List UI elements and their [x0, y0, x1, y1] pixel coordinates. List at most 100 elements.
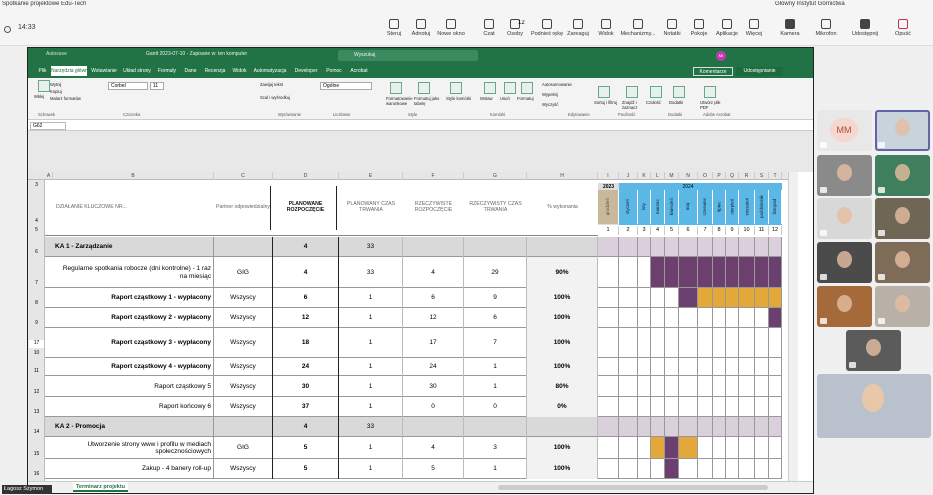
ribbon-tab[interactable]: Widok	[232, 68, 247, 74]
ribbon-button[interactable]: Kopiuj	[50, 89, 62, 94]
ribbon-icon[interactable]	[38, 80, 50, 92]
toolbar-icon[interactable]	[749, 19, 759, 29]
cell-plan-duration: 1	[339, 459, 403, 479]
cell-partner: Wszyscy	[214, 358, 273, 376]
toolbar-button[interactable]: Mikrofon	[815, 31, 837, 37]
month-number: 10	[739, 226, 755, 235]
ribbon-button[interactable]: Wyczyść	[542, 102, 559, 107]
ribbon-icon[interactable]	[450, 82, 462, 94]
toolbar-button[interactable]: Osoby	[507, 31, 523, 37]
ribbon-icon[interactable]	[521, 82, 533, 94]
toolbar-button[interactable]: Notatki	[663, 31, 681, 37]
ribbon-button[interactable]: Czułość	[646, 100, 661, 105]
toolbar-button[interactable]: Steruj	[386, 31, 402, 37]
ribbon-icon[interactable]	[673, 86, 685, 98]
toolbar-button[interactable]: Opuść	[895, 31, 911, 37]
toolbar-icon[interactable]	[510, 19, 520, 29]
ribbon-button[interactable]: Dodatki	[669, 100, 684, 105]
toolbar-icon[interactable]	[821, 19, 831, 29]
ribbon-icon[interactable]	[418, 82, 430, 94]
ribbon-tab[interactable]: Developer	[294, 68, 318, 74]
toolbar-icon[interactable]	[446, 19, 456, 29]
row-number: 11	[33, 368, 40, 374]
ribbon-button[interactable]: Wklej	[34, 94, 45, 99]
comments-button[interactable]: Komentarze	[693, 67, 733, 76]
horizontal-scrollbar[interactable]	[498, 485, 768, 490]
month-text: kwiecień	[668, 198, 674, 216]
toolbar-icon[interactable]	[416, 19, 426, 29]
toolbar-icon[interactable]	[633, 19, 643, 29]
ribbon-tab[interactable]: Narzędzia główne	[51, 66, 87, 76]
toolbar-button[interactable]: Zareaguj	[567, 31, 589, 37]
ribbon-tab[interactable]: Układ strony	[123, 68, 151, 74]
toolbar-icon[interactable]	[601, 19, 611, 29]
toolbar-icon[interactable]	[694, 19, 704, 29]
toolbar-icon[interactable]	[484, 19, 494, 29]
vertical-scrollbar[interactable]	[788, 172, 798, 481]
toolbar-button[interactable]: Pokoje	[690, 31, 708, 37]
ribbon-tab[interactable]: Dane	[184, 68, 197, 74]
ribbon-icon[interactable]	[650, 86, 662, 98]
cell-partner: Wszyscy	[214, 397, 273, 417]
ribbon-tab[interactable]: Pomoc	[326, 68, 342, 74]
ribbon-button[interactable]: Malarz formatów	[50, 96, 81, 101]
search-box[interactable]: Wyszukaj	[338, 50, 478, 61]
toolbar-icon[interactable]	[722, 19, 732, 29]
toolbar-icon[interactable]	[573, 19, 583, 29]
gantt-cell	[651, 376, 665, 397]
toolbar-icon[interactable]	[898, 19, 908, 29]
month-text: marzec	[654, 199, 660, 215]
gantt-cell	[679, 328, 698, 358]
ribbon-button[interactable]: Formatowanie warunkowe	[386, 96, 413, 106]
row-number: 9	[35, 320, 38, 326]
sheet: A B C D E F G H I J K L M N O P Q R S T 3 4 5 DZIAŁANIE KLUCZOW…	[28, 172, 788, 481]
gantt-cell	[679, 237, 698, 257]
ribbon-icon[interactable]	[504, 82, 516, 94]
toolbar-icon[interactable]	[860, 19, 870, 29]
ribbon-button[interactable]: Autosumowanie	[542, 82, 572, 87]
ribbon-button[interactable]: Style komórki	[446, 96, 472, 101]
ribbon-icon[interactable]	[390, 82, 402, 94]
toolbar-button[interactable]: Widok	[598, 31, 614, 37]
organization: Główny Instytut Górnictwa	[775, 1, 845, 7]
ribbon-button[interactable]: Zawijaj tekst	[260, 82, 284, 87]
cell-partner	[214, 417, 273, 437]
sheet-tab[interactable]: Terminarz projektu	[73, 482, 128, 492]
toolbar-icon[interactable]	[542, 19, 552, 29]
toolbar-button[interactable]: Adnotuj	[411, 31, 431, 37]
toolbar-button[interactable]: Mechanizmy...	[620, 31, 656, 37]
toolbar-button[interactable]: Udostępnij	[852, 31, 878, 37]
toolbar-button[interactable]: Kamera	[780, 31, 800, 37]
toolbar-button[interactable]: Czat	[483, 31, 495, 37]
ribbon-icon[interactable]	[598, 86, 610, 98]
ribbon-button[interactable]: Formatuj jako tabelę	[414, 96, 440, 106]
ribbon-button[interactable]: Wstaw	[480, 96, 493, 101]
share-button[interactable]: Udostępnianie	[736, 67, 783, 76]
ribbon-button[interactable]: Formatuj	[517, 96, 534, 101]
ribbon-tab[interactable]: Formuły	[157, 68, 177, 74]
ribbon-button[interactable]: Utwórz plik PDF	[700, 100, 721, 110]
ribbon-tab[interactable]: Acrobat	[350, 68, 368, 74]
ribbon-icon[interactable]	[704, 86, 716, 98]
ribbon-tab[interactable]: Automatyzacja	[253, 68, 287, 74]
toolbar-button[interactable]: Nowe okno	[437, 31, 465, 37]
toolbar-icon[interactable]	[785, 19, 795, 29]
toolbar-icon[interactable]	[389, 19, 399, 29]
toolbar-button[interactable]: Podnieś rękę	[530, 31, 564, 37]
ribbon-button[interactable]: Wytnij	[50, 82, 62, 87]
column-header: PLANOWANY CZAS TRWANIA	[346, 201, 396, 213]
ribbon-tab[interactable]: Plik	[38, 68, 47, 74]
gantt-cell	[619, 288, 638, 308]
toolbar-button[interactable]: Aplikacje	[715, 31, 738, 37]
toolbar-icon[interactable]	[667, 19, 677, 29]
ribbon-button[interactable]: Znajdź i zaznacz	[622, 100, 638, 110]
ribbon-button[interactable]: Wypełnij	[542, 92, 558, 97]
ribbon-button[interactable]: Scal i wyśrodkuj	[260, 95, 291, 100]
ribbon-button[interactable]: Usuń	[500, 96, 510, 101]
ribbon-tab[interactable]: Wstawianie	[91, 68, 117, 74]
ribbon-button[interactable]: Sortuj i filtruj	[594, 100, 618, 105]
ribbon-icon[interactable]	[484, 82, 496, 94]
ribbon-icon[interactable]	[626, 86, 638, 98]
ribbon-tab[interactable]: Recenzja	[204, 68, 226, 74]
toolbar-button[interactable]: Więcej	[745, 31, 763, 37]
